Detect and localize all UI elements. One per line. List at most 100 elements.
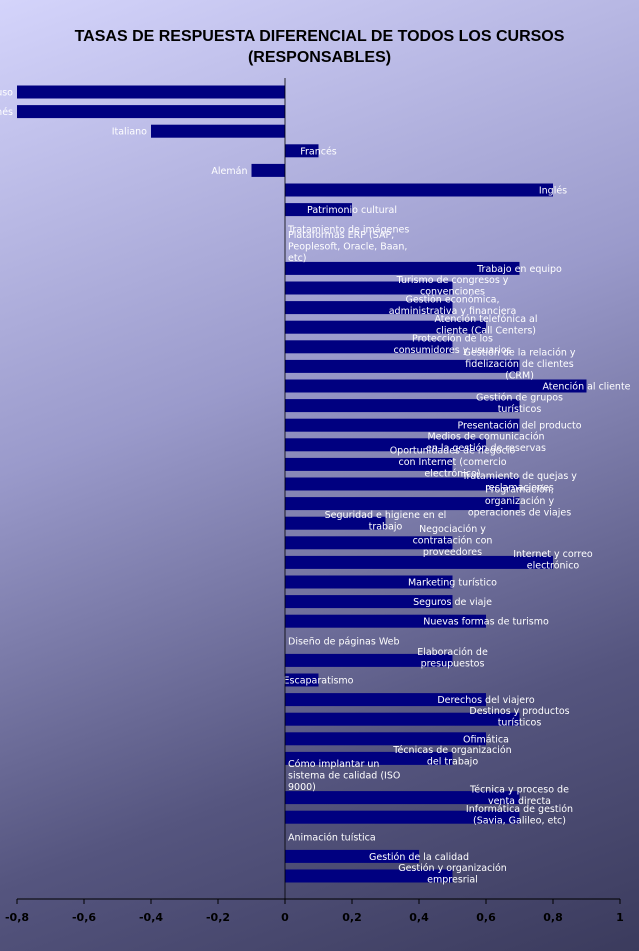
category-label-14: Gestión de la relación y fidelización de … [463,347,575,381]
category-label-line: electrónico [527,561,580,572]
bar-11 [285,301,453,315]
category-label-line: Alemán [211,166,247,177]
category-label-line: Medios de comunicación [427,432,544,443]
category-label-31: Derechos del viajero [437,695,535,706]
category-label-25: Marketing turístico [408,578,497,589]
chart-title-line-1: TASAS DE RESPUESTA DIFERENCIAL DE TODOS … [74,28,565,45]
category-label-line: fidelización de clientes [465,359,573,370]
category-label-line: Inglés [539,186,567,197]
category-label-line: Gestión económica, [405,294,499,305]
category-label-line: Cómo implantar un [288,759,379,770]
category-label-13: Protección de los consumidores y usuarios [393,334,511,357]
category-label-17: Presentación del producto [457,421,581,432]
category-label-line: venta directa [488,796,551,807]
category-label-29: Elaboración de presupuestos [417,647,488,670]
bar-33 [285,732,486,746]
category-label-9: Trabajo en equipo [476,264,562,275]
category-label-line: organización y [485,496,555,507]
category-label-40: Gestión y organización empresrial [398,863,507,886]
category-label-line: operaciones de viajes [468,508,571,519]
bar-39 [285,849,419,863]
category-label-24: Internet y correo electrónico [513,549,593,572]
x-tick-label-1: -0,6 [72,911,96,924]
category-label-line: Francés [300,146,337,157]
category-label-line: Gestión y organización [398,863,507,874]
category-label-34: Técnicas de organización del trabajo [392,745,511,768]
category-label-line: empresrial [427,874,478,885]
category-label-11: Gestión económica, administrativa y finan… [389,294,517,317]
category-label-line: Atención al cliente [542,382,630,393]
bar-25 [285,575,453,589]
category-label-line: Diseño de páginas Web [288,636,400,647]
category-label-16: Gestión de grupos turísticos [476,392,563,415]
category-label-line: turísticos [498,404,542,415]
category-label-line: Italiano [112,127,147,138]
bar-0 [17,85,285,99]
category-label-6: Patrimonio cultural [307,205,397,216]
bar-10 [285,281,453,295]
category-label-line: Informática de gestión [466,804,573,815]
chart-title: TASAS DE RESPUESTA DIFERENCIAL DE TODOS … [0,26,639,68]
category-label-line: Seguros de viaje [413,597,492,608]
x-tick-label-4: 0 [281,911,289,924]
category-label-line: del trabajo [427,757,478,768]
category-label-line: Ofimática [463,734,509,745]
bar-3 [285,144,319,158]
category-label-15: Atención al cliente [542,382,630,393]
category-label-line: Plataformas ERP (SAP, [288,230,394,241]
category-label-line: Gestión de la calidad [369,852,469,863]
bar-9 [285,261,520,275]
category-label-28: Diseño de páginas Web [288,636,400,647]
category-label-19: Oportunidades de negocio con Internet (co… [390,445,516,479]
category-label-line: proveedores [423,547,482,558]
category-label-line: etc) [288,253,307,264]
bar-26 [285,595,453,609]
bar-19 [285,457,453,471]
bar-34 [285,751,453,765]
category-label-line: contratación con [413,535,493,546]
bar-37 [285,810,520,824]
category-label-line: Patrimonio cultural [307,205,397,216]
category-label-line: Japonés [0,107,13,118]
category-label-line: Trabajo en equipo [476,264,562,275]
category-label-line: Elaboración de [417,647,488,658]
category-label-line: Derechos del viajero [437,695,535,706]
bar-13 [285,340,453,354]
category-label-line: Seguridad e higiene en el [325,510,447,521]
category-label-23: Negociación y contratación con proveedores [413,524,493,558]
category-label-line: sistema de calidad (ISO [288,771,400,782]
category-label-line: Gestión de la relación y [463,347,575,358]
category-label-line: Programación, [485,485,554,496]
category-label-line: Técnicas de organización [392,745,511,756]
bar-4 [251,163,285,177]
bar-23 [285,536,453,550]
bar-20 [285,477,520,491]
category-label-line: Turismo de congresos y [396,275,509,286]
category-label-line: con Internet (comercio [398,457,506,468]
category-label-line: Destinos y productos [469,706,569,717]
category-label-line: en la gestión de reservas [426,443,546,454]
category-label-line: Oportunidades de negocio [390,445,516,456]
category-label-8: Plataformas ERP (SAP, Peoplesoft, Oracle,… [288,230,407,264]
category-label-line: Animación tuística [288,832,376,843]
category-label-line: (CRM) [505,370,534,381]
category-label-7: Tratamiento de imágenes [287,225,409,236]
x-tick-label-7: 0,6 [476,911,496,924]
category-label-line: electrónico) [424,468,480,479]
bar-36 [285,791,520,805]
bar-6 [285,203,352,217]
category-label-line: reclamaciones [485,482,554,493]
bar-14 [285,359,520,373]
bar-22 [285,516,386,530]
bar-16 [285,399,520,413]
bar-17 [285,418,520,432]
category-label-line: convenciones [420,286,485,297]
category-label-18: Medios de comunicación en la gestión de r… [426,432,546,455]
category-label-39: Gestión de la calidad [369,852,469,863]
category-label-3: Francés [300,146,337,157]
bar-40 [285,869,453,883]
category-label-line: Protección de los [412,334,493,345]
bar-31 [285,693,486,707]
category-label-line: Nuevas formas de turismo [423,617,549,628]
category-label-line: Técnica y proceso de [469,784,569,795]
